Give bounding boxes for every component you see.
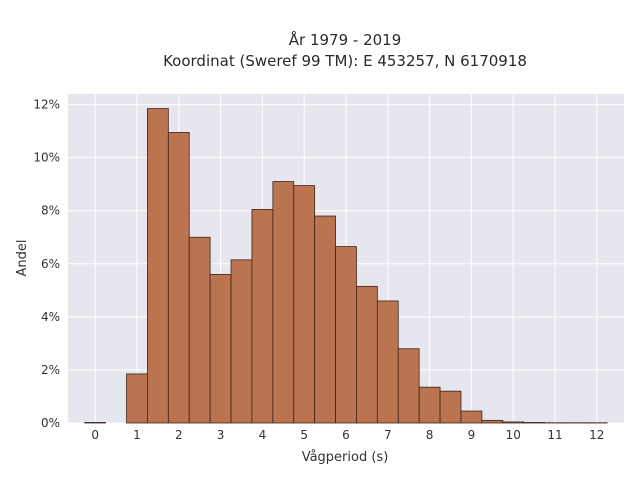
histogram-bar-19 xyxy=(481,419,504,424)
histogram-bar-13 xyxy=(356,285,378,424)
histogram-bar-7 xyxy=(230,259,253,424)
histogram-bar-6 xyxy=(209,274,232,424)
histogram-bar-2 xyxy=(126,373,148,424)
y-tick-label: 2% xyxy=(41,363,60,377)
histogram-bar-3 xyxy=(147,108,169,424)
x-tick-label: 1 xyxy=(133,428,141,442)
histogram-bar-12 xyxy=(335,246,357,424)
y-tick-label: 4% xyxy=(41,310,60,324)
histogram-bar-10 xyxy=(293,185,316,424)
histogram-bar-20 xyxy=(502,421,525,424)
x-tick-label: 10 xyxy=(506,428,521,442)
x-tick-label: 0 xyxy=(91,428,99,442)
y-tick-label: 12% xyxy=(33,98,60,112)
bars xyxy=(84,108,608,424)
x-tick-label: 7 xyxy=(384,428,392,442)
x-tick-label: 8 xyxy=(426,428,434,442)
histogram-bar-4 xyxy=(167,132,190,424)
histogram-bar-16 xyxy=(418,386,441,424)
x-tick-label: 12 xyxy=(589,428,604,442)
histogram-bar-18 xyxy=(460,410,483,424)
histogram-bar-14 xyxy=(376,300,399,424)
histogram-bar-9 xyxy=(272,181,295,424)
x-tick-label: 6 xyxy=(342,428,350,442)
histogram-bar-21 xyxy=(523,422,545,424)
histogram-bar-0 xyxy=(84,422,107,424)
histogram-bar-11 xyxy=(314,215,336,424)
y-tick-label: 0% xyxy=(41,416,60,430)
x-tick-label: 11 xyxy=(547,428,562,442)
histogram-bar-17 xyxy=(439,390,462,424)
x-tick-label: 5 xyxy=(300,428,308,442)
histogram-bar-5 xyxy=(188,236,211,424)
x-tick-label: 9 xyxy=(468,428,476,442)
x-axis-label: Vågperiod (s) xyxy=(302,450,389,465)
y-axis-ticks: 0% 2% 4% 6% 8% 10% 12% xyxy=(33,98,60,430)
x-tick-label: 3 xyxy=(217,428,225,442)
y-tick-label: 6% xyxy=(41,257,60,271)
chart-title-line-2: Koordinat (Sweref 99 TM): E 453257, N 61… xyxy=(163,52,527,70)
chart-title-line-1: År 1979 - 2019 xyxy=(289,30,402,49)
y-axis-label: Andel xyxy=(15,240,30,277)
x-tick-label: 4 xyxy=(259,428,267,442)
y-tick-label: 8% xyxy=(41,204,60,218)
x-tick-label: 2 xyxy=(175,428,183,442)
histogram-bar-8 xyxy=(251,209,274,424)
x-axis-ticks: 0 1 2 3 4 5 6 7 8 9 10 11 12 xyxy=(91,428,604,442)
y-tick-label: 10% xyxy=(33,151,60,165)
histogram-bar-15 xyxy=(397,348,420,424)
